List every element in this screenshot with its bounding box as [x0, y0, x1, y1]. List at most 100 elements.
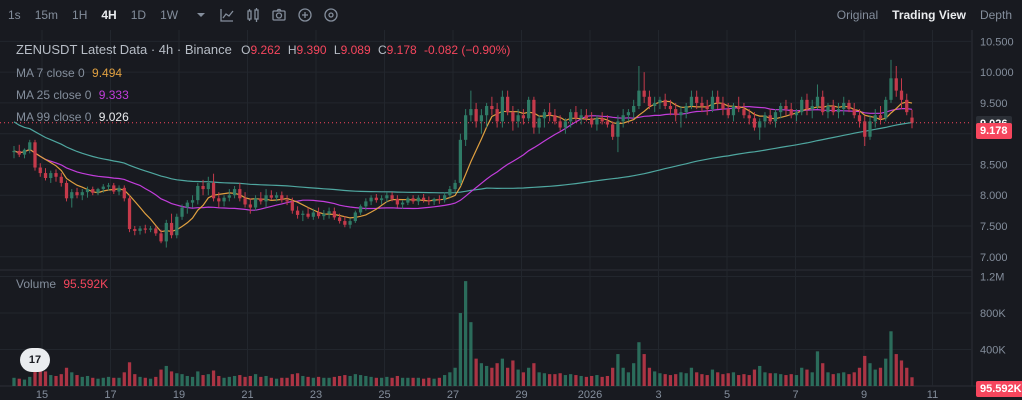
candle-body — [700, 102, 704, 106]
volume-bar — [500, 358, 505, 386]
ma99-label: MA 99 close 0 — [16, 110, 92, 124]
volume-bar — [721, 374, 725, 386]
volume-bar — [190, 376, 195, 386]
camera-icon[interactable] — [270, 6, 288, 24]
time-tick-label: 3 — [655, 389, 661, 400]
candle-body — [605, 121, 610, 125]
ma7-legend[interactable]: MA 7 close 0 9.494 — [16, 66, 122, 80]
candle-body — [364, 201, 368, 207]
timeframe-1w[interactable]: 1W — [160, 8, 179, 22]
volume-bar — [794, 375, 799, 386]
volume-bar — [894, 354, 898, 386]
candle-body — [406, 198, 410, 203]
candle-body — [101, 186, 105, 190]
volume-bar — [43, 371, 48, 386]
tab-original[interactable]: Original — [836, 8, 879, 22]
candle-body — [348, 221, 352, 225]
price-tick-label: 10.500 — [980, 36, 1014, 48]
candle-body — [190, 200, 195, 203]
volume-bar — [600, 376, 604, 386]
volume-legend[interactable]: Volume 95.592K — [16, 277, 108, 291]
volume-bar — [280, 377, 284, 386]
timeframe-1d[interactable]: 1D — [130, 8, 147, 22]
candle-body — [852, 109, 856, 116]
candle-body — [295, 210, 300, 215]
candle-body — [432, 198, 436, 202]
volume-bar — [626, 372, 631, 386]
candle-body — [112, 185, 116, 192]
volume-bar — [154, 376, 158, 386]
volume-bar — [33, 363, 37, 386]
candle-body — [584, 115, 589, 119]
chart-type-icon[interactable] — [244, 6, 262, 24]
settings-icon[interactable] — [322, 6, 340, 24]
indicators-icon[interactable] — [218, 6, 236, 24]
volume-bar — [590, 375, 594, 386]
candle-body — [721, 102, 725, 110]
ma25-legend[interactable]: MA 25 close 0 9.333 — [16, 88, 129, 102]
volume-bar — [169, 371, 174, 386]
volume-bar — [427, 377, 431, 386]
volume-bar — [810, 372, 814, 386]
volume-bar — [763, 372, 767, 386]
time-tick-label: 27 — [447, 389, 459, 400]
candle-body — [758, 121, 762, 128]
volume-bar — [532, 363, 536, 386]
timeframe-1h[interactable]: 1H — [72, 8, 88, 22]
candle-body — [689, 96, 694, 106]
volume-bar — [369, 376, 373, 386]
volume-bar — [595, 375, 599, 386]
candle-body — [836, 109, 841, 113]
symbol-title: ZENUSDT Latest Data · 4h · Binance — [16, 42, 232, 57]
volume-bar — [127, 362, 132, 386]
timeframe-4h[interactable]: 4H — [101, 8, 117, 22]
candle-body — [511, 112, 515, 122]
tab-depth[interactable]: Depth — [979, 8, 1012, 22]
volume-bar — [201, 375, 205, 386]
candle-body — [49, 173, 53, 178]
volume-bar — [632, 363, 636, 386]
candlestick-chart[interactable]: 10.50010.0009.5009.0008.5008.0007.5007.0… — [0, 30, 1022, 400]
ma99-legend[interactable]: MA 99 close 0 9.026 — [16, 110, 129, 124]
low-label: L — [333, 43, 341, 57]
candle-body — [264, 195, 268, 202]
add-icon[interactable] — [296, 6, 314, 24]
volume-bar — [159, 369, 163, 386]
volume-bar — [789, 374, 793, 386]
candle-body — [180, 207, 184, 217]
candle-body — [290, 201, 294, 211]
volume-bar — [731, 372, 736, 386]
candle-body — [427, 200, 431, 202]
volume-bar — [64, 367, 69, 386]
candle-body — [106, 185, 111, 187]
candle-body — [148, 228, 153, 230]
time-tick-label: 25 — [378, 389, 390, 400]
candle-body — [91, 189, 95, 193]
candle-body — [400, 202, 405, 205]
candle-body — [805, 99, 809, 110]
volume-bar — [779, 374, 783, 386]
open-label: O — [241, 43, 251, 57]
candle-body — [343, 221, 347, 225]
volume-bar — [222, 377, 226, 386]
ma7-value: 9.494 — [92, 66, 123, 80]
candle-body — [369, 197, 373, 202]
candle-body — [857, 115, 862, 122]
chevron-down-icon[interactable] — [192, 6, 210, 24]
volume-bar — [737, 375, 741, 386]
price-tick-label: 7.000 — [980, 252, 1008, 264]
tab-trading-view[interactable]: Trading View — [892, 8, 966, 22]
volume-bar — [563, 375, 568, 386]
candle-body — [695, 96, 699, 103]
last-volume-tag: 95.592K — [976, 381, 1022, 398]
candle-body — [569, 112, 573, 122]
timeframe-15m[interactable]: 15m — [34, 8, 59, 22]
volume-bar — [800, 367, 804, 386]
candle-body — [474, 109, 478, 122]
volume-bar — [511, 360, 515, 386]
price-tick-label: 10.000 — [980, 67, 1014, 79]
candle-body — [905, 99, 909, 113]
volume-bar — [106, 376, 111, 386]
volume-bar — [469, 322, 473, 386]
timeframe-1s[interactable]: 1s — [8, 8, 21, 22]
